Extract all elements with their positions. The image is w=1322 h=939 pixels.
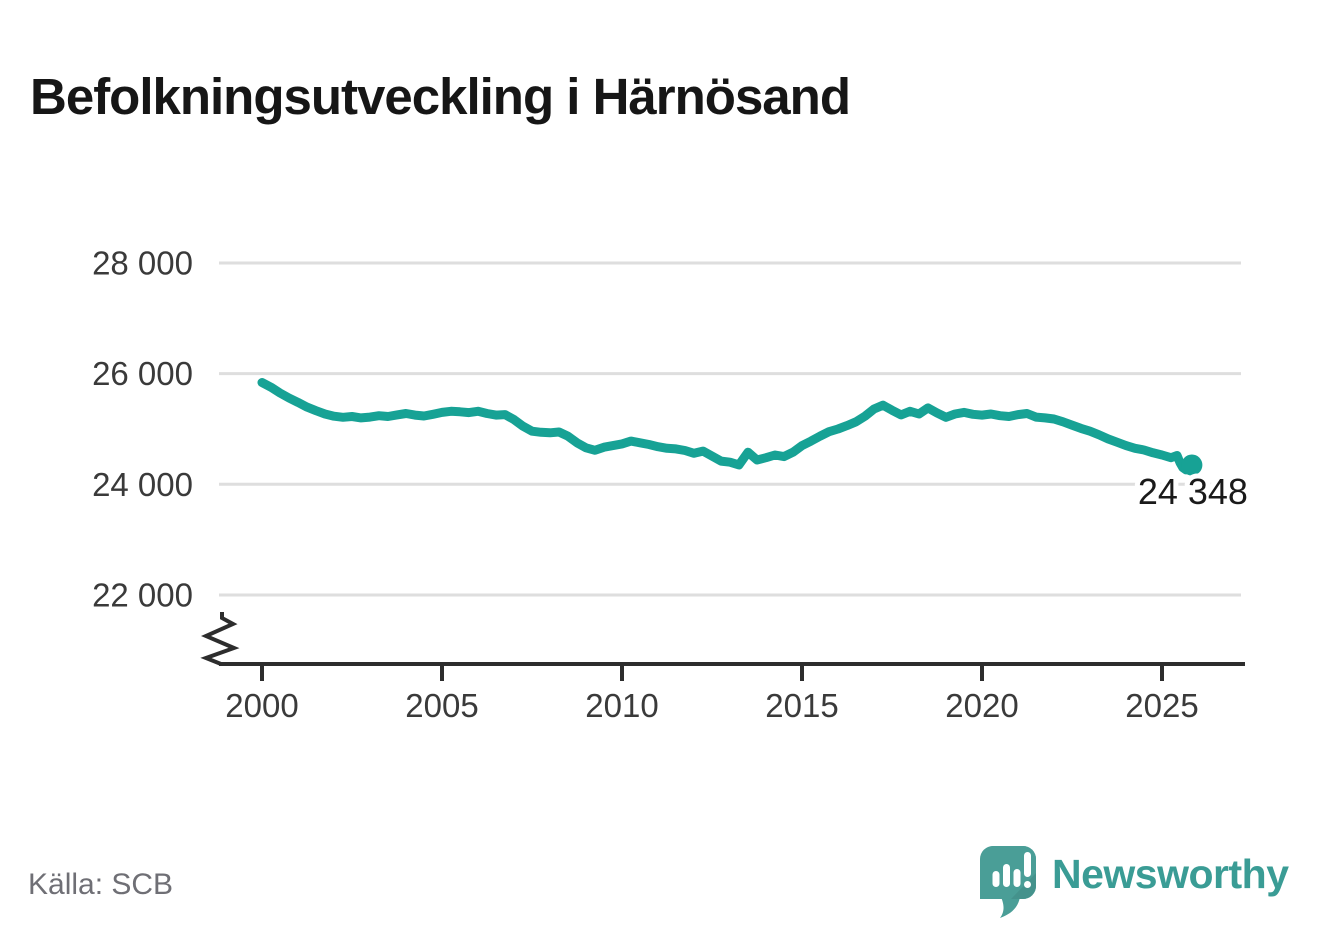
x-axis-tick-label: 2010 [585, 687, 658, 724]
y-axis-tick-label: 26 000 [92, 355, 193, 392]
x-axis-ticks [260, 663, 1164, 681]
x-axis-tick-label: 2025 [1125, 687, 1198, 724]
newsworthy-logo: Newsworthy [980, 845, 1289, 919]
source-note: Källa: SCB [28, 868, 174, 901]
chart-title: Befolkningsutveckling i Härnösand [30, 68, 851, 126]
x-axis-tick-label: 2015 [765, 687, 838, 724]
newsworthy-speech-bubble-bar-chart-icon [980, 846, 1036, 918]
x-axis-tick-label: 2000 [225, 687, 298, 724]
population-line [257, 378, 1197, 475]
y-axis-tick-label: 28 000 [92, 244, 193, 281]
y-axis-tick-label: 24 000 [92, 466, 193, 503]
x-axis-tick-label: 2020 [945, 687, 1018, 724]
y-axis-tick-label: 22 000 [92, 576, 193, 613]
x-axis-tick-label: 2005 [405, 687, 478, 724]
latest-value-dot [1181, 454, 1203, 476]
x-axis-labels: 2000 2005 2010 2015 2020 2025 [225, 687, 1198, 724]
y-axis-labels: 28 000 26 000 24 000 22 000 [92, 244, 193, 613]
latest-value-label: 24 348 [1138, 471, 1248, 512]
y-axis-break-icon [200, 612, 240, 666]
gridlines [219, 261, 1241, 597]
newsworthy-wordmark: Newsworthy [1052, 851, 1289, 897]
